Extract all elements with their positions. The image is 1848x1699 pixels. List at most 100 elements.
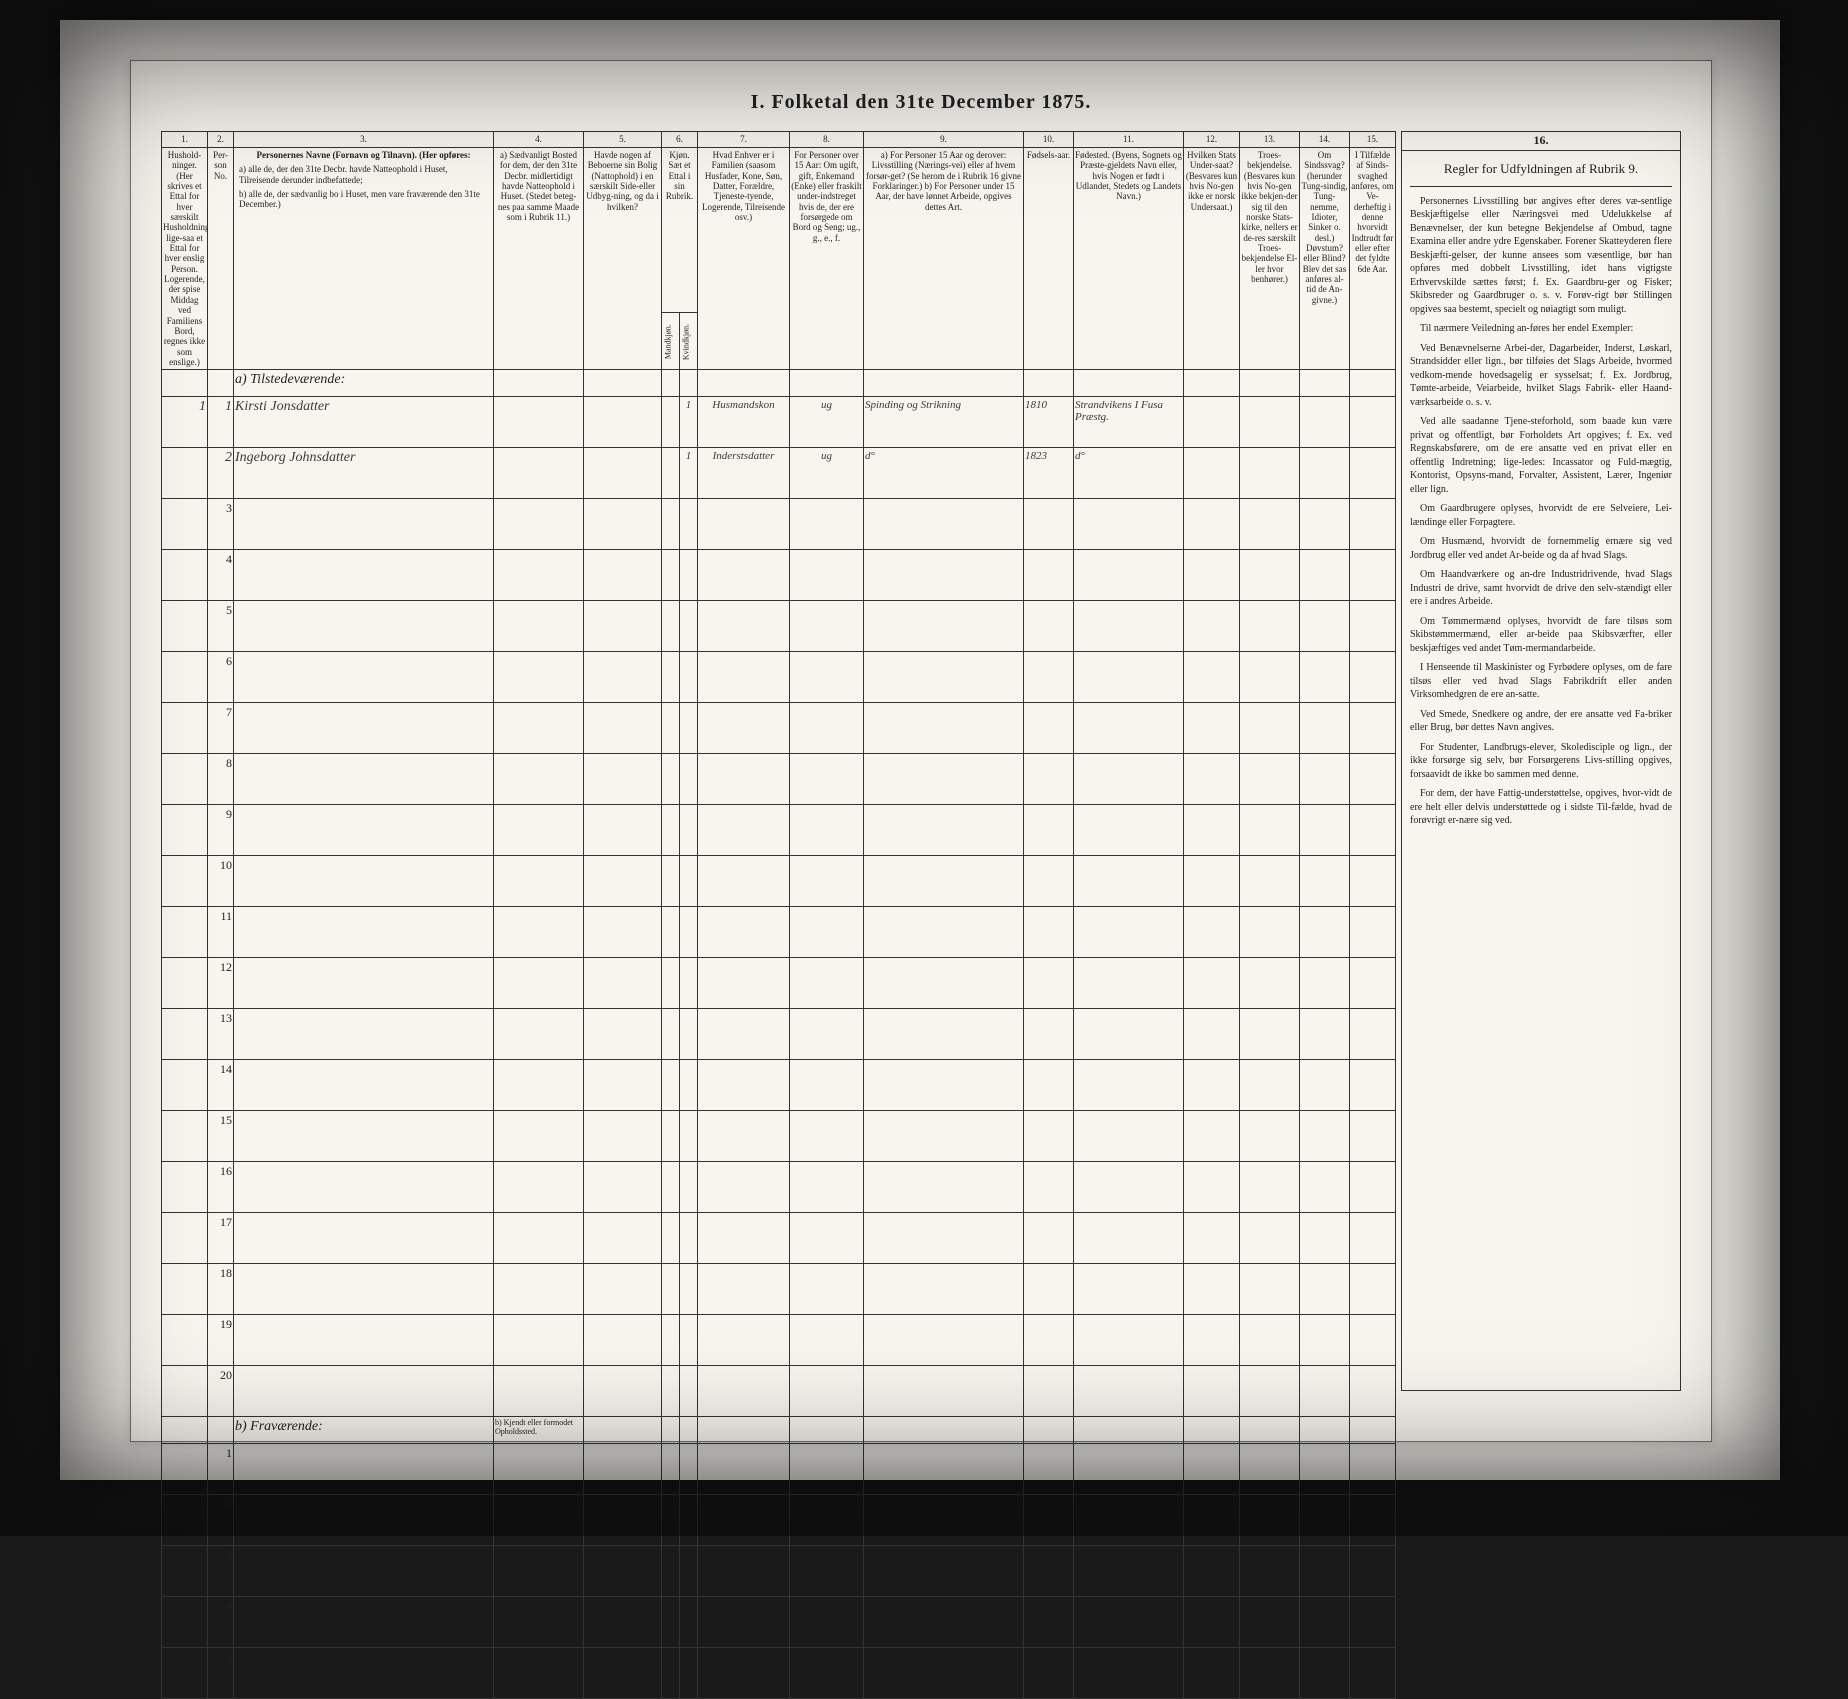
rules-heading: Regler for Udfyldningen af Rubrik 9. <box>1410 160 1672 187</box>
hdr-col3-a: a) alle de, der den 31te Decbr. havde Na… <box>235 164 492 185</box>
colnum-15: 15. <box>1350 132 1396 148</box>
page-title: I. Folketal den 31te December 1875. <box>131 91 1711 114</box>
table-row: 8 <box>162 754 1396 805</box>
census-table-wrap: 1.2.3.4.5.6.7.8.9.10.11.12.13.14.15. Hus… <box>161 131 1381 1391</box>
cell-name <box>234 1597 494 1648</box>
table-row: 2Ingeborg Johnsdatter1Inderstsdatterugd°… <box>162 448 1396 499</box>
rules-para: I Henseende til Maskinister og Fyrbødere… <box>1410 661 1672 702</box>
table-row: 10 <box>162 856 1396 907</box>
hdr-col10: Fødsels-aar. <box>1024 148 1074 370</box>
table-row: 7 <box>162 703 1396 754</box>
table-row: 6 <box>162 652 1396 703</box>
rules-body: Personernes Livsstilling bør angives eft… <box>1410 195 1672 828</box>
table-row: 14 <box>162 1060 1396 1111</box>
colnum-2: 2. <box>208 132 234 148</box>
cell-name <box>234 1009 494 1060</box>
cell-name <box>234 1495 494 1546</box>
table-row: 3 <box>162 1546 1396 1597</box>
cell-name <box>234 1315 494 1366</box>
cell-name <box>234 1264 494 1315</box>
hdr-col14: Om Sindssvag? (herunder Tung-sindig, Tun… <box>1300 148 1350 370</box>
hdr-col2: Per-son No. <box>208 148 234 370</box>
section-label: a) Tilstedeværende: <box>234 370 494 397</box>
cell-name <box>234 1162 494 1213</box>
hdr-col4: a) Sædvanligt Bosted for dem, der den 31… <box>494 148 584 370</box>
table-row: 4 <box>162 1597 1396 1648</box>
table-row: 5 <box>162 1648 1396 1699</box>
colnum-3: 3. <box>234 132 494 148</box>
table-row: 18 <box>162 1264 1396 1315</box>
cell-name <box>234 907 494 958</box>
section-col4-label: b) Kjendt eller formodet Opholdssted. <box>494 1417 584 1444</box>
hdr-col7: Hvad Enhver er i Familien (saasom Husfad… <box>698 148 790 370</box>
table-row: 11 <box>162 907 1396 958</box>
table-row: 4 <box>162 550 1396 601</box>
rules-para: Ved alle saadanne Tjene-steforhold, som … <box>1410 415 1672 496</box>
section-row: b) Fraværende:b) Kjendt eller formodet O… <box>162 1417 1396 1444</box>
section-label: b) Fraværende: <box>234 1417 494 1444</box>
cell-name: Kirsti Jonsdatter <box>234 397 494 448</box>
colnum-1: 1. <box>162 132 208 148</box>
table-row: 2 <box>162 1495 1396 1546</box>
cell-name <box>234 754 494 805</box>
cell-name <box>234 1060 494 1111</box>
hdr-col3: Personernes Navne (Fornavn og Tilnavn). … <box>234 148 494 370</box>
scan-frame: I. Folketal den 31te December 1875. 1.2.… <box>60 20 1780 1480</box>
cell-name <box>234 958 494 1009</box>
rules-para: Personernes Livsstilling bør angives eft… <box>1410 195 1672 317</box>
hdr-col6a: Mandkjøn. <box>662 313 680 370</box>
hdr-col13: Troes-bekjendelse. (Besvares kun hvis No… <box>1240 148 1300 370</box>
hdr-col11: Fødested. (Byens, Sognets og Præste-gjel… <box>1074 148 1184 370</box>
table-row: 1 <box>162 1444 1396 1495</box>
cell-name <box>234 1366 494 1417</box>
cell-name <box>234 1648 494 1699</box>
colnum-10: 10. <box>1024 132 1074 148</box>
table-row: 16 <box>162 1162 1396 1213</box>
table-row: 12 <box>162 958 1396 1009</box>
rules-para: Om Tømmermænd oplyses, hvorvidt de fare … <box>1410 615 1672 656</box>
colnum-14: 14. <box>1300 132 1350 148</box>
table-row: 3 <box>162 499 1396 550</box>
cell-name <box>234 1546 494 1597</box>
rules-para: Ved Smede, Snedkere og andre, der ere an… <box>1410 708 1672 735</box>
table-row: 17 <box>162 1213 1396 1264</box>
rules-para: Til nærmere Veiledning an-føres her ende… <box>1410 322 1672 336</box>
table-row: 15 <box>162 1111 1396 1162</box>
hdr-col8: For Personer over 15 Aar: Om ugift, gift… <box>790 148 864 370</box>
cell-name <box>234 805 494 856</box>
colnum-4: 4. <box>494 132 584 148</box>
hdr-col1: Hushold-ninger. (Her skrives et Ettal fo… <box>162 148 208 370</box>
rules-para: For dem, der have Fattig-understøttelse,… <box>1410 787 1672 828</box>
cell-name <box>234 499 494 550</box>
table-row: 5 <box>162 601 1396 652</box>
colnum-6: 6. <box>662 132 698 148</box>
table-row: 13 <box>162 1009 1396 1060</box>
table-row: 11Kirsti Jonsdatter1HusmandskonugSpindin… <box>162 397 1396 448</box>
colnum-7: 7. <box>698 132 790 148</box>
hdr-col3-title: Personernes Navne (Fornavn og Tilnavn). … <box>235 150 492 160</box>
hdr-col15: I Tilfælde af Sinds-svaghed anføres, om … <box>1350 148 1396 370</box>
cell-name <box>234 652 494 703</box>
rules-colnum: 16. <box>1402 132 1680 151</box>
cell-name <box>234 1111 494 1162</box>
hdr-col9: a) For Personer 15 Aar og derover: Livss… <box>864 148 1024 370</box>
colnum-12: 12. <box>1184 132 1240 148</box>
colnum-8: 8. <box>790 132 864 148</box>
hdr-col5: Havde nogen af Beboerne sin Bolig (Natto… <box>584 148 662 370</box>
cell-name <box>234 1444 494 1495</box>
cell-name: Ingeborg Johnsdatter <box>234 448 494 499</box>
cell-name <box>234 601 494 652</box>
table-row: 9 <box>162 805 1396 856</box>
census-page: I. Folketal den 31te December 1875. 1.2.… <box>130 60 1712 1442</box>
rules-para: Om Haandværkere og an-dre Industridriven… <box>1410 568 1672 609</box>
cell-name <box>234 1213 494 1264</box>
colnum-13: 13. <box>1240 132 1300 148</box>
hdr-col6b: Kvindkjøn. <box>680 313 698 370</box>
colnum-5: 5. <box>584 132 662 148</box>
table-row: 20 <box>162 1366 1396 1417</box>
hdr-col6: Kjøn. Sæt et Ettal i sin Rubrik. <box>662 148 698 313</box>
rules-panel: 16. Regler for Udfyldningen af Rubrik 9.… <box>1401 131 1681 1391</box>
rules-para: For Studenter, Landbrugs-elever, Skoledi… <box>1410 741 1672 782</box>
rules-para: Ved Benævnelserne Arbei-der, Dagarbeider… <box>1410 342 1672 410</box>
cell-name <box>234 856 494 907</box>
